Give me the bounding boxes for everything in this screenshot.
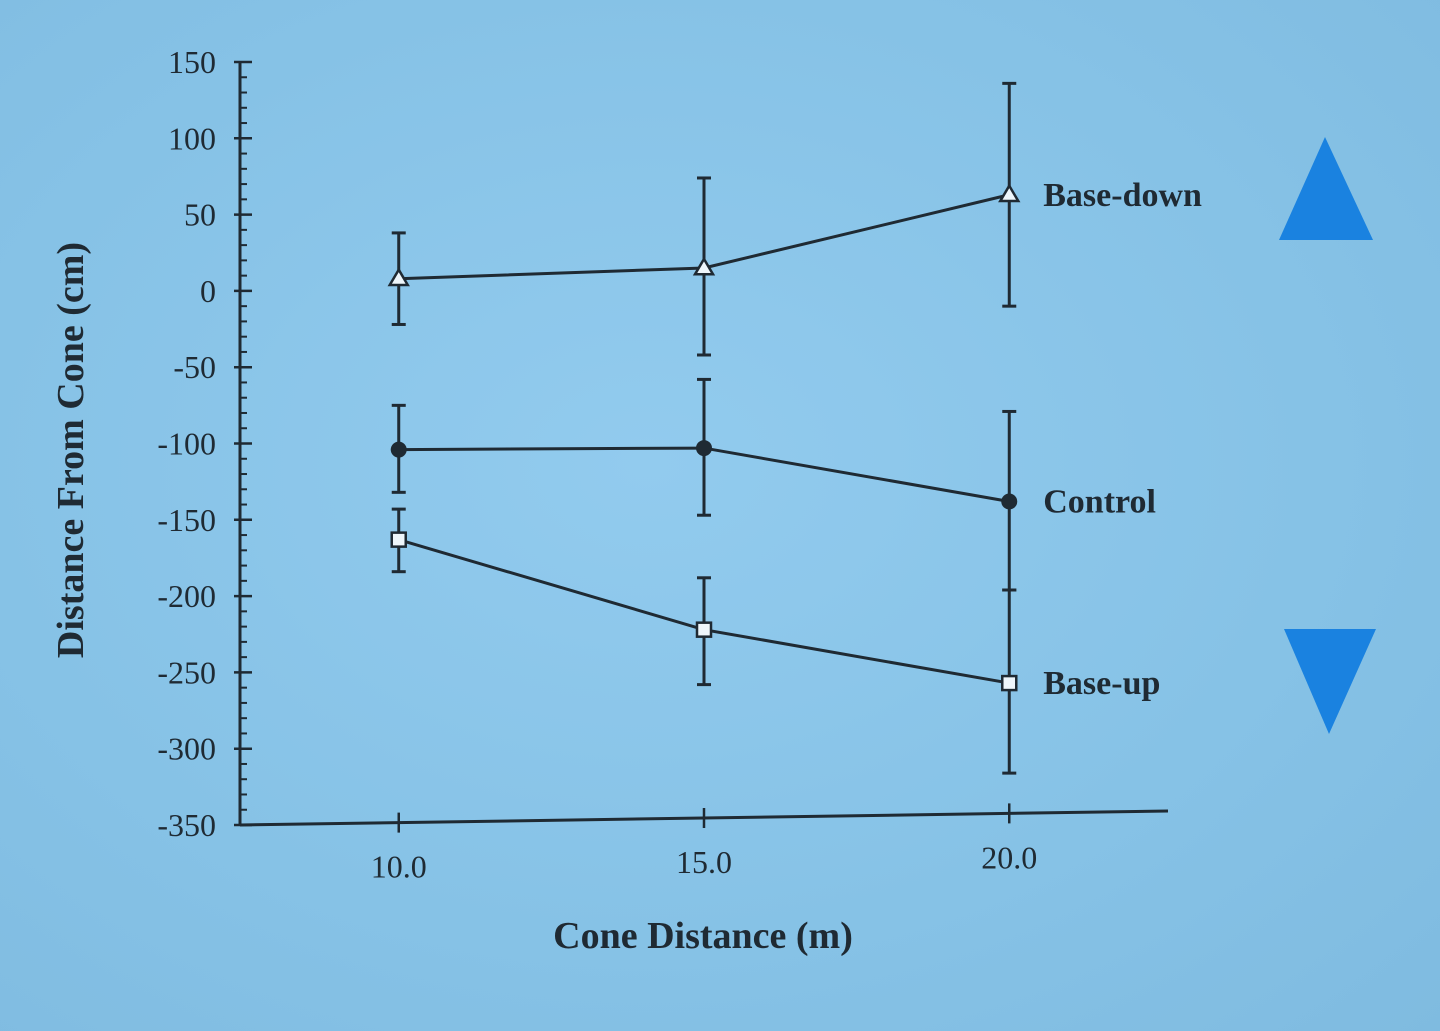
y-tick-label: -150 (157, 502, 216, 538)
arrow-down-icon (1284, 629, 1376, 734)
x-axis: 10.0 15.0 20.0 (239, 803, 1169, 885)
y-tick-label: 0 (200, 273, 216, 309)
y-tick-label: 100 (168, 120, 216, 156)
data-point (692, 256, 716, 276)
data-point (1001, 493, 1018, 510)
y-axis: 150 100 50 0 -50 -100 -150 -200 -250 -300 -350 (157, 44, 252, 843)
series-layer: Base-down Control Base-up (387, 81, 1202, 775)
data-point (390, 531, 407, 548)
y-tick-label: 50 (184, 197, 216, 233)
data-point (387, 267, 410, 287)
y-tick-label: -200 (157, 578, 216, 614)
series-base-down: Base-down (387, 81, 1202, 357)
x-tick-label: 20.0 (981, 839, 1037, 875)
series-label: Control (1043, 483, 1156, 520)
series-control: Control (390, 377, 1156, 592)
x-tick-label: 15.0 (676, 844, 732, 880)
x-tick-label: 10.0 (371, 849, 427, 885)
data-point (695, 621, 713, 638)
data-point (1001, 674, 1018, 692)
y-tick-label: -50 (173, 349, 216, 385)
series-base-up: Base-up (390, 507, 1160, 775)
data-point (390, 441, 407, 458)
y-tick-label: -300 (157, 731, 216, 767)
data-point (696, 440, 712, 457)
y-tick-label: 150 (168, 44, 216, 80)
series-label: Base-up (1043, 665, 1160, 702)
data-point (998, 183, 1021, 203)
arrow-up-icon (1279, 137, 1373, 240)
y-axis-title: Distance From Cone (cm) (50, 242, 92, 658)
y-tick-label: -250 (157, 654, 216, 690)
series-label: Base-down (1043, 177, 1202, 214)
y-tick-label: -100 (157, 426, 216, 462)
x-axis-title: Cone Distance (m) (553, 915, 853, 957)
y-tick-label: -350 (157, 807, 216, 843)
